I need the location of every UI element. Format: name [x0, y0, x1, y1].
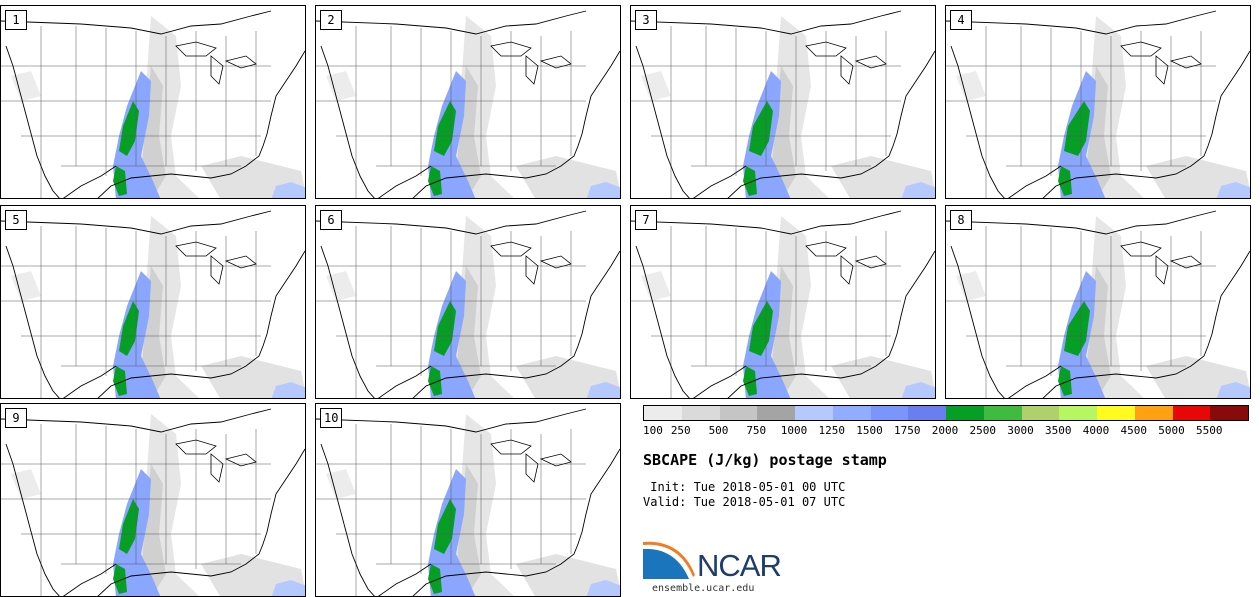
- cape-map: [1, 210, 305, 398]
- colorbar-tick: 1500: [856, 424, 883, 437]
- colorbar-swatch: [908, 406, 946, 420]
- member-panel: 5: [0, 205, 306, 399]
- colorbar-swatch: [795, 406, 833, 420]
- cape-map: [946, 210, 1250, 398]
- cape-map: [316, 210, 620, 398]
- member-panel: 7: [630, 205, 936, 399]
- cape-map: [1, 408, 305, 596]
- member-label: 8: [950, 210, 972, 230]
- colorbar-tick: 1000: [780, 424, 808, 437]
- member-label: 5: [5, 210, 27, 230]
- colorbar-swatch: [832, 406, 871, 420]
- init-time: Init: Tue 2018-05-01 00 UTC: [643, 480, 846, 494]
- member-label: 1: [5, 10, 27, 30]
- ncar-wordmark: NCAR: [697, 548, 782, 583]
- colorbar-tick: 750: [746, 424, 767, 437]
- colorbar-tick: 5500: [1196, 424, 1223, 437]
- colorbar-tick: 500: [708, 424, 729, 437]
- colorbar-swatch: [946, 406, 984, 420]
- ncar-logo-icon: [643, 541, 695, 579]
- member-label: 7: [635, 210, 657, 230]
- chart-title: SBCAPE (J/kg) postage stamp: [643, 451, 887, 469]
- cape-map: [316, 10, 620, 198]
- colorbar-tick: 1750: [894, 424, 921, 437]
- colorbar-tick: 5000: [1158, 424, 1185, 437]
- member-label: 2: [320, 10, 342, 30]
- valid-time: Valid: Tue 2018-05-01 07 UTC: [643, 495, 846, 509]
- member-label: 4: [950, 10, 972, 30]
- member-panel: 9: [0, 403, 306, 597]
- colorbar-swatch: [1097, 406, 1135, 420]
- cape-map: [631, 210, 935, 398]
- colorbar-tick: 4000: [1082, 424, 1110, 437]
- colorbar-swatch: [1172, 406, 1211, 420]
- colorbar-swatch: [1021, 406, 1060, 420]
- colorbar-tick: 3500: [1045, 424, 1072, 437]
- member-panel: 1: [0, 5, 306, 199]
- colorbar-swatch: [644, 406, 682, 420]
- colorbar-tick: 2000: [931, 424, 959, 437]
- member-panel: 4: [945, 5, 1251, 199]
- colorbar-tick: 2500: [969, 424, 997, 437]
- cape-map: [316, 408, 620, 596]
- colorbar-tick: 100: [643, 424, 663, 437]
- colorbar-swatch: [719, 406, 758, 420]
- colorbar-tick: 3000: [1007, 424, 1034, 437]
- colorbar-swatch: [681, 406, 720, 420]
- member-label: 9: [5, 408, 27, 428]
- member-label: 3: [635, 10, 657, 30]
- colorbar-swatch: [870, 406, 909, 420]
- ncar-url: ensemble.ucar.edu: [652, 583, 755, 594]
- cape-colorbar: [643, 405, 1249, 421]
- colorbar-tick-labels: 100 250 500 750 1000 1250 1500 1750 2000 2500 3000…: [643, 424, 1247, 438]
- member-panel: 10: [315, 403, 621, 597]
- colorbar-swatch: [1210, 406, 1248, 420]
- colorbar-swatch: [757, 406, 795, 420]
- colorbar-swatch: [1134, 406, 1173, 420]
- member-panel: 2: [315, 5, 621, 199]
- colorbar-tick: 4500: [1120, 424, 1148, 437]
- cape-map: [946, 10, 1250, 198]
- member-label: 10: [320, 408, 343, 428]
- cape-map: [631, 10, 935, 198]
- cape-map: [1, 10, 305, 198]
- member-label: 6: [320, 210, 342, 230]
- colorbar-tick: 250: [670, 424, 691, 437]
- colorbar-swatch: [983, 406, 1022, 420]
- member-panel: 3: [630, 5, 936, 199]
- member-panel: 8: [945, 205, 1251, 399]
- member-panel: 6: [315, 205, 621, 399]
- colorbar-swatch: [1059, 406, 1097, 420]
- colorbar-tick: 1250: [818, 424, 846, 437]
